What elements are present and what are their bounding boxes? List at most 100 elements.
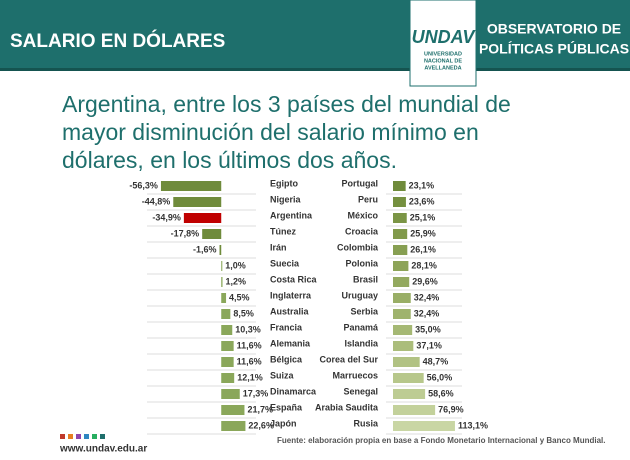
bar xyxy=(393,261,409,271)
charts: -56,3% Egipto -44,8% Nigeria -34,9% Argentina… xyxy=(129,178,488,435)
value-label: 1,2% xyxy=(226,276,247,286)
value-label: -34,9% xyxy=(152,212,181,222)
bar xyxy=(160,181,222,191)
bar xyxy=(393,197,406,207)
header-band xyxy=(0,0,630,70)
value-label: 37,1% xyxy=(416,340,442,350)
category-label: Arabia Saudita xyxy=(315,402,379,412)
category-label: Bélgica xyxy=(270,354,303,364)
category-label: Costa Rica xyxy=(270,274,318,284)
bar xyxy=(393,341,414,351)
observatory: POLÍTICAS PÚBLICAS xyxy=(479,40,629,57)
bar xyxy=(221,421,246,431)
category-label: Portugal xyxy=(341,178,378,188)
category-label: Marruecos xyxy=(332,370,378,380)
university-name: NACIONAL DE xyxy=(424,58,462,64)
bar xyxy=(393,309,411,319)
category-label: Uruguay xyxy=(341,290,378,300)
university-name: UNIVERSIDAD xyxy=(424,51,462,57)
value-label: 8,5% xyxy=(233,308,254,318)
bar xyxy=(221,261,223,271)
university-name: AVELLANEDA xyxy=(424,65,461,71)
bar xyxy=(221,277,223,287)
value-label: 76,9% xyxy=(438,404,464,414)
value-label: -56,3% xyxy=(129,180,158,190)
value-label: 1,0% xyxy=(225,260,246,270)
value-label: 58,6% xyxy=(428,388,454,398)
bar xyxy=(393,229,408,239)
value-label: 28,1% xyxy=(411,260,437,270)
value-label: 23,1% xyxy=(409,180,435,190)
category-label: Inglaterra xyxy=(270,290,312,300)
bar xyxy=(173,197,222,207)
value-label: -44,8% xyxy=(142,196,171,206)
category-label: Suecia xyxy=(270,258,300,268)
category-label: Suiza xyxy=(270,370,295,380)
headline: dólares, en los últimos dos años. xyxy=(62,147,397,173)
category-label: Colombia xyxy=(337,242,379,252)
value-label: 32,4% xyxy=(414,308,440,318)
value-label: 113,1% xyxy=(458,420,488,430)
category-label: Nigeria xyxy=(270,194,302,204)
category-label: Japón xyxy=(270,418,297,428)
value-label: 21,7% xyxy=(247,404,273,414)
value-label: 4,5% xyxy=(229,292,250,302)
category-label: Irán xyxy=(270,242,287,252)
value-label: 22,6% xyxy=(248,420,274,430)
category-label: Argentina xyxy=(270,210,313,220)
bar xyxy=(393,373,424,383)
bar xyxy=(219,245,222,255)
bar xyxy=(393,293,411,303)
headline: Argentina, entre los 3 países del mundia… xyxy=(62,91,511,117)
category-label: Egipto xyxy=(270,178,298,188)
category-label: Croacia xyxy=(345,226,379,236)
value-label: 32,4% xyxy=(414,292,440,302)
category-label: Panamá xyxy=(343,322,379,332)
value-label: 29,6% xyxy=(412,276,438,286)
bar xyxy=(393,357,420,367)
bar xyxy=(393,389,426,399)
bar xyxy=(393,181,406,191)
footer-dots xyxy=(60,434,105,439)
headline: mayor disminución del salario mínimo en xyxy=(62,119,479,145)
bar xyxy=(393,405,436,415)
header-shadow xyxy=(0,68,630,71)
footer-url: www.undav.edu.ar xyxy=(59,444,147,455)
bar xyxy=(393,325,413,335)
bar xyxy=(393,213,407,223)
value-label: 25,9% xyxy=(410,228,436,238)
value-label: 17,3% xyxy=(243,388,269,398)
category-label: Túnez xyxy=(270,226,296,236)
category-label: Islandia xyxy=(344,338,379,348)
category-label: Rusia xyxy=(353,418,379,428)
bar xyxy=(221,373,235,383)
category-label: Peru xyxy=(358,194,378,204)
value-label: 11,6% xyxy=(237,356,262,366)
bar xyxy=(202,229,222,239)
value-label: -1,6% xyxy=(193,244,217,254)
value-label: 48,7% xyxy=(423,356,449,366)
bar xyxy=(393,421,455,431)
value-label: 35,0% xyxy=(415,324,441,334)
category-label: Polonia xyxy=(345,258,378,268)
category-label: España xyxy=(270,402,303,412)
bar xyxy=(393,245,408,255)
bar xyxy=(221,325,233,335)
bar xyxy=(221,405,245,415)
category-label: Francia xyxy=(270,322,303,332)
value-label: 11,6% xyxy=(237,340,262,350)
logo: UNDAV xyxy=(412,27,477,47)
value-label: 26,1% xyxy=(410,244,436,254)
bar xyxy=(221,309,231,319)
category-label: Corea del Sur xyxy=(319,354,378,364)
category-label: México xyxy=(347,210,378,220)
category-label: Alemania xyxy=(270,338,311,348)
bar xyxy=(221,389,240,399)
value-label: 25,1% xyxy=(410,212,436,222)
bar xyxy=(221,341,234,351)
value-label: 23,6% xyxy=(409,196,435,206)
value-label: -17,8% xyxy=(171,228,200,238)
source: Fuente: elaboración propia en base a Fon… xyxy=(277,436,606,445)
logo-box xyxy=(409,0,477,87)
